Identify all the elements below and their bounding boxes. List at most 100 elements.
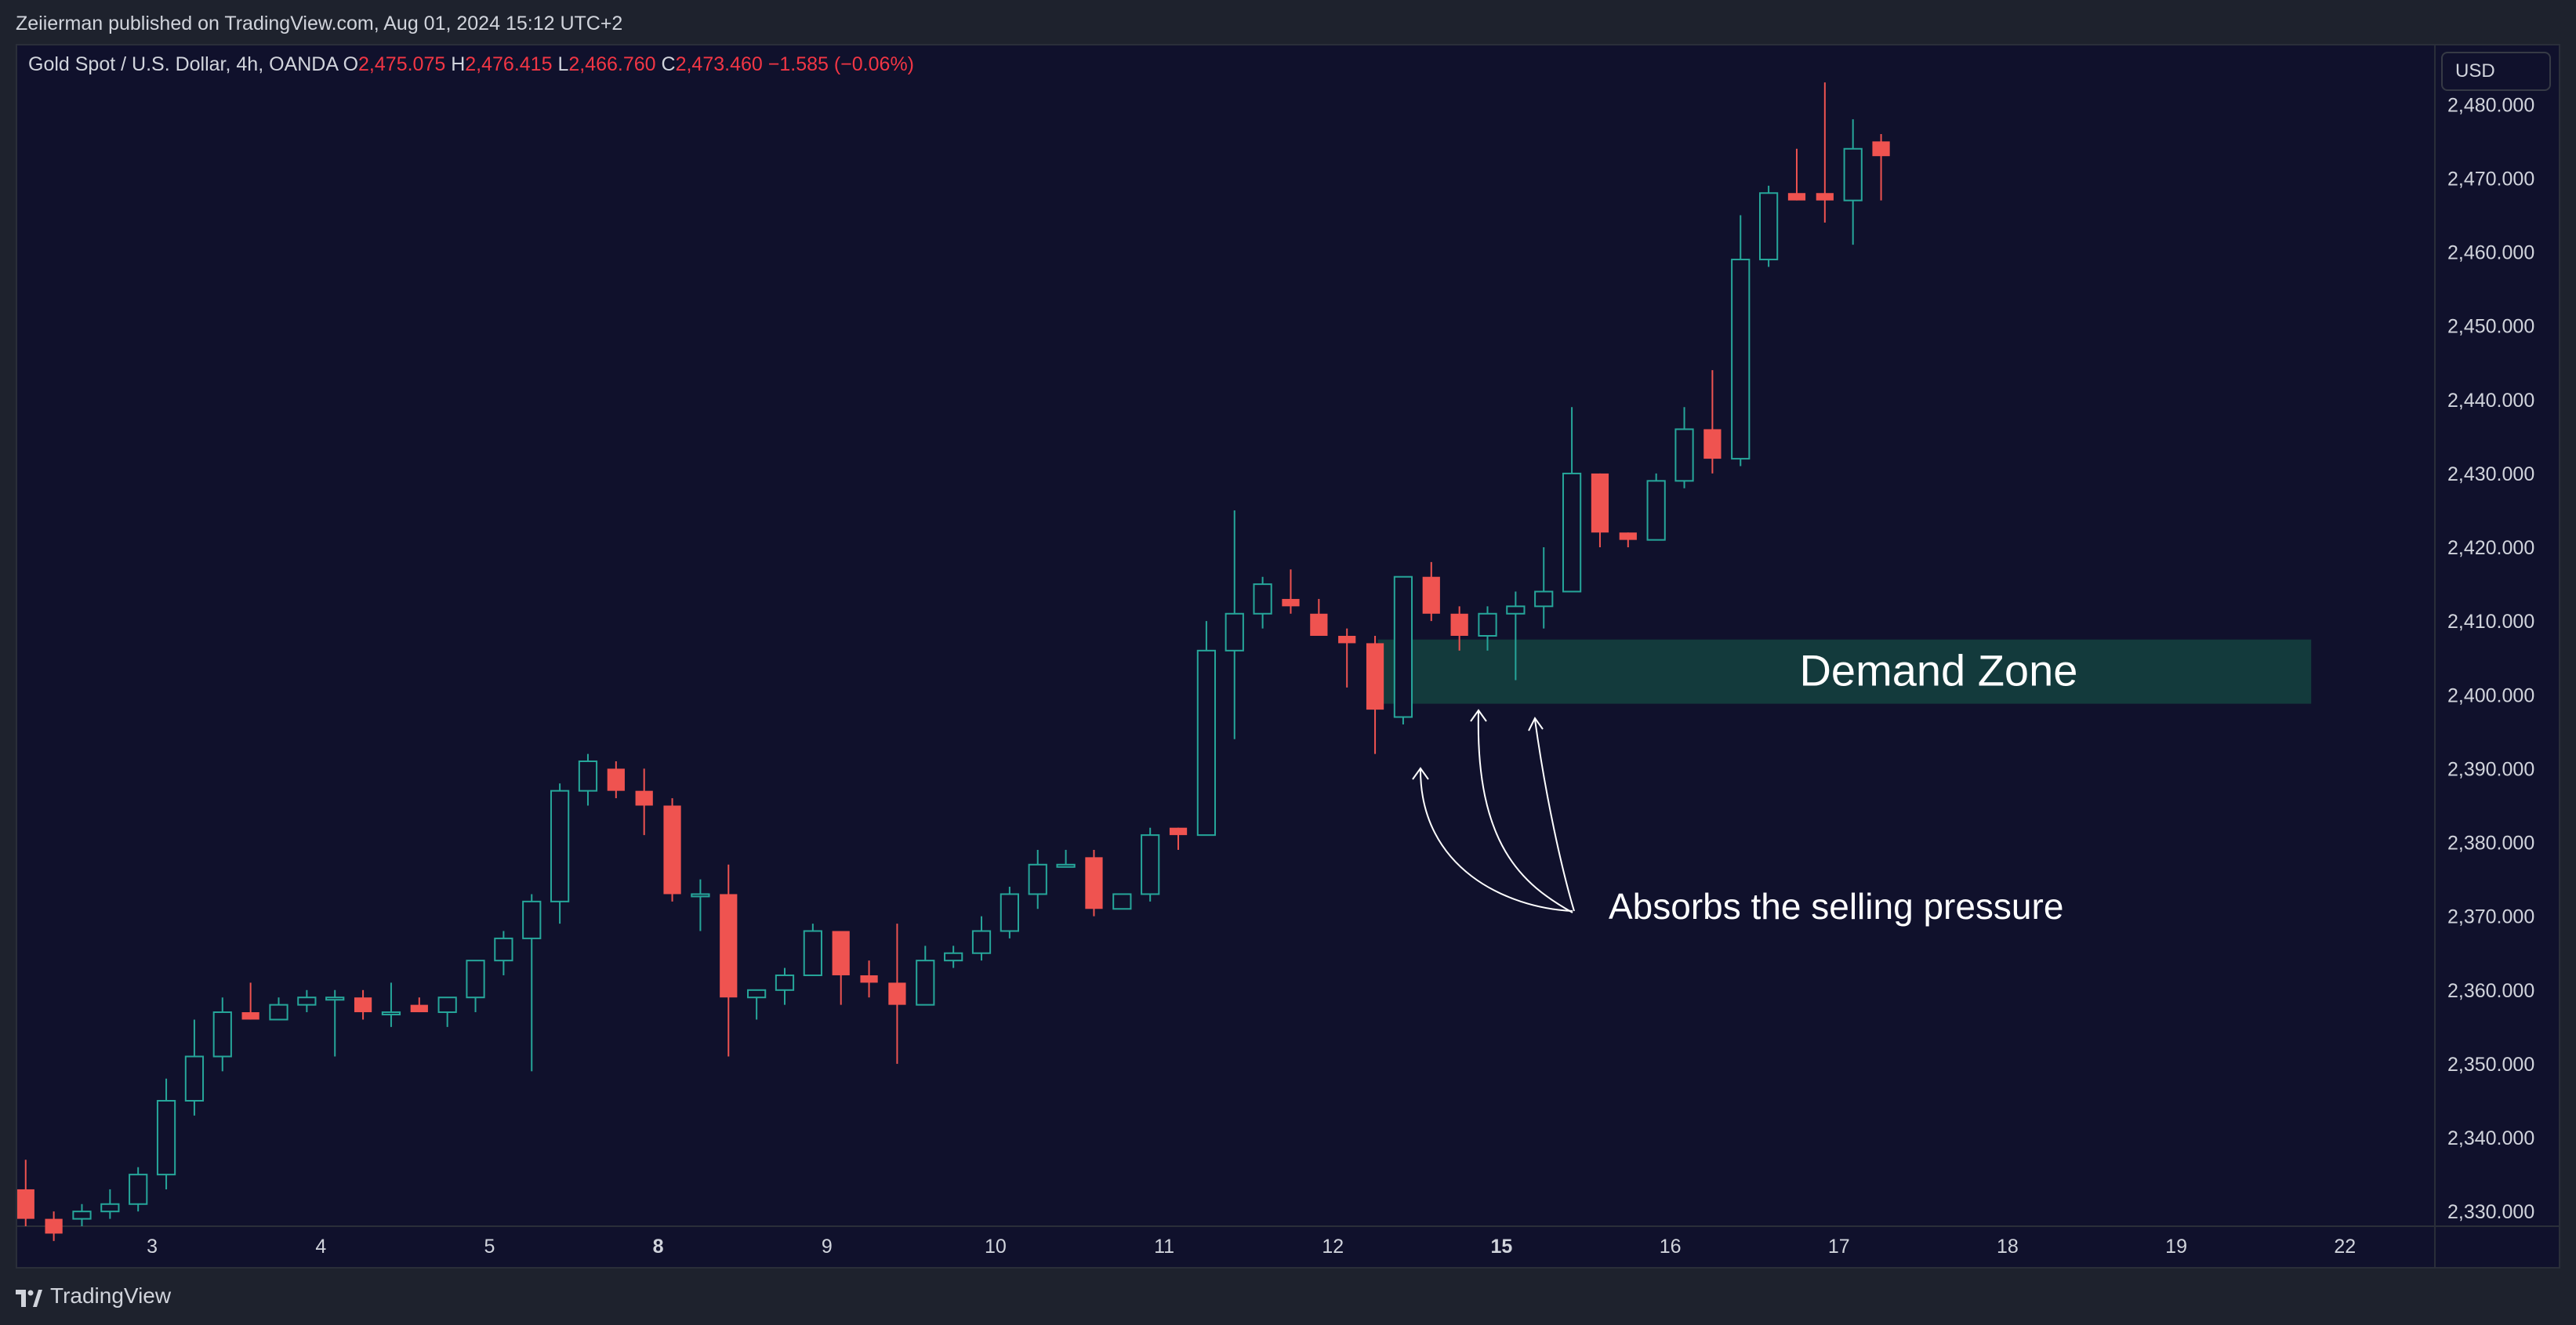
- candle-down[interactable]: [1816, 82, 1834, 223]
- candle-up[interactable]: [1534, 547, 1554, 629]
- candle-body: [832, 931, 850, 975]
- arrow-head-2: [1470, 709, 1487, 722]
- candle-down[interactable]: [1310, 598, 1328, 636]
- candle-body: [944, 952, 963, 962]
- candle-down[interactable]: [663, 798, 681, 902]
- candle-down[interactable]: [1422, 561, 1440, 622]
- candle-down[interactable]: [1787, 148, 1806, 201]
- candle-up[interactable]: [1028, 849, 1047, 909]
- candle-up[interactable]: [1674, 407, 1694, 488]
- candle-up[interactable]: [269, 997, 288, 1021]
- close-value: 2,473.460: [675, 53, 763, 75]
- chart-frame[interactable]: Demand Zone Absorbs the selling pressure…: [16, 44, 2560, 1269]
- candle-up[interactable]: [550, 783, 570, 924]
- candle-up[interactable]: [1478, 606, 1497, 651]
- price-tick-label: 2,440.000: [2447, 390, 2534, 412]
- candle-down[interactable]: [241, 982, 259, 1020]
- candle-body: [1703, 429, 1722, 459]
- tradingview-logo-icon: [16, 1287, 42, 1307]
- candle-up[interactable]: [747, 989, 767, 1020]
- candle-up[interactable]: [1393, 575, 1413, 724]
- candle-down[interactable]: [1169, 827, 1188, 850]
- candle-up[interactable]: [1758, 185, 1779, 267]
- footer-bar: [0, 1269, 2576, 1325]
- candle-up[interactable]: [691, 879, 710, 931]
- candle-down[interactable]: [1085, 849, 1103, 917]
- low-value: 2,466.760: [568, 53, 656, 75]
- time-tick-label: 15: [1491, 1236, 1513, 1258]
- candle-body: [212, 1011, 232, 1058]
- candle-body: [803, 930, 822, 976]
- candle-body: [1393, 575, 1413, 718]
- candle-down[interactable]: [1282, 569, 1300, 614]
- candle-body: [325, 996, 345, 1001]
- candle-down[interactable]: [1872, 133, 1890, 201]
- candle-up[interactable]: [212, 997, 232, 1072]
- candle-down[interactable]: [635, 768, 653, 836]
- candle-body: [720, 894, 738, 998]
- candle-down[interactable]: [832, 931, 850, 1005]
- candle-up[interactable]: [1253, 576, 1272, 629]
- candle-down[interactable]: [17, 1160, 34, 1226]
- candle-down[interactable]: [354, 989, 372, 1020]
- candle-up[interactable]: [466, 960, 485, 1013]
- candle-up[interactable]: [1056, 849, 1076, 868]
- candle-body: [1591, 473, 1609, 533]
- price-tick-label: 2,380.000: [2447, 833, 2534, 855]
- candle-up[interactable]: [72, 1203, 92, 1226]
- candle-up[interactable]: [578, 753, 598, 806]
- candle-up[interactable]: [1225, 510, 1244, 739]
- candle-body: [607, 768, 625, 791]
- candle-up[interactable]: [1000, 887, 1019, 938]
- candle-up[interactable]: [325, 989, 345, 1057]
- candle-up[interactable]: [1196, 621, 1217, 837]
- candle-down[interactable]: [888, 924, 906, 1064]
- candle-up[interactable]: [184, 1019, 205, 1116]
- candle-up[interactable]: [971, 916, 992, 961]
- currency-selector[interactable]: USD: [2441, 52, 2551, 91]
- time-tick-label: 12: [1322, 1236, 1344, 1258]
- candle-up[interactable]: [522, 894, 542, 1072]
- candle-up[interactable]: [381, 982, 401, 1027]
- candle-down[interactable]: [1366, 636, 1384, 754]
- candle-up[interactable]: [1562, 407, 1582, 593]
- arrow-head-3: [1528, 717, 1544, 731]
- candle-up[interactable]: [1646, 473, 1666, 541]
- time-tick-label: 10: [985, 1236, 1007, 1258]
- candle-up[interactable]: [1731, 215, 1751, 466]
- candle-down[interactable]: [1591, 473, 1609, 548]
- price-tick-label: 2,340.000: [2447, 1127, 2534, 1149]
- candle-down[interactable]: [1703, 370, 1722, 474]
- candle-down[interactable]: [720, 864, 738, 1057]
- candle-down[interactable]: [607, 761, 625, 799]
- annotation-label: Absorbs the selling pressure: [1609, 886, 2063, 927]
- price-tick-label: 2,330.000: [2447, 1201, 2534, 1223]
- demand-zone: [1377, 639, 2312, 704]
- candle-up[interactable]: [156, 1078, 176, 1189]
- candle-up[interactable]: [1112, 893, 1132, 910]
- candle-body: [466, 960, 485, 999]
- candle-up[interactable]: [437, 996, 457, 1027]
- candle-up[interactable]: [1141, 827, 1160, 902]
- candle-up[interactable]: [129, 1167, 148, 1212]
- candle-up[interactable]: [944, 946, 963, 968]
- candle-up[interactable]: [100, 1189, 120, 1219]
- low-label: L: [557, 53, 569, 75]
- candle-up[interactable]: [297, 989, 317, 1013]
- candle-down[interactable]: [1619, 532, 1637, 548]
- candle-body: [410, 1004, 428, 1013]
- candle-body: [1000, 893, 1019, 932]
- candle-down[interactable]: [860, 960, 878, 998]
- candle-up[interactable]: [916, 946, 935, 1006]
- candlestick-chart[interactable]: Demand Zone Absorbs the selling pressure…: [17, 45, 2559, 1267]
- candle-down[interactable]: [1338, 628, 1356, 688]
- candle-up[interactable]: [775, 967, 795, 1005]
- tradingview-logo[interactable]: TradingView: [16, 1283, 171, 1309]
- candle-up[interactable]: [1843, 119, 1863, 245]
- candle-up[interactable]: [1506, 591, 1526, 681]
- candle-down[interactable]: [1450, 606, 1468, 651]
- candle-up[interactable]: [803, 924, 822, 976]
- candle-down[interactable]: [45, 1211, 63, 1241]
- candle-down[interactable]: [410, 997, 428, 1013]
- candle-up[interactable]: [494, 931, 513, 975]
